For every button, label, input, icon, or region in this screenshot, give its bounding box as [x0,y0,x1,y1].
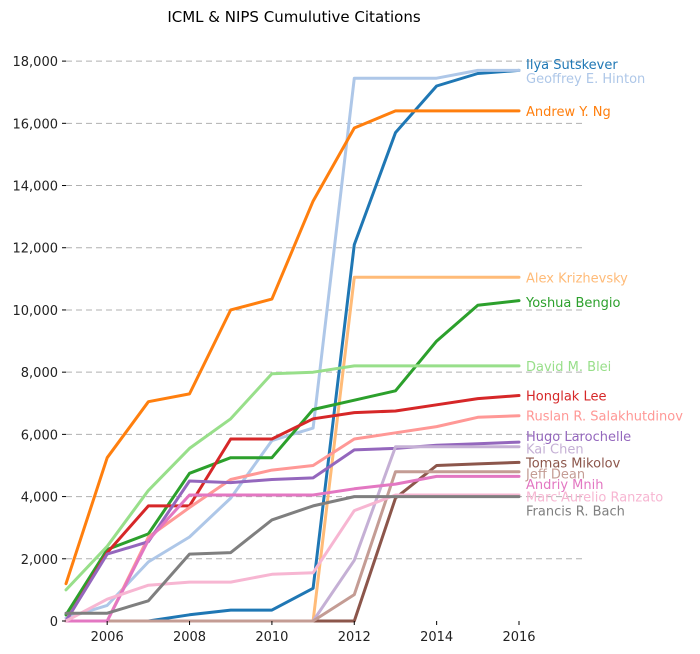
series-line-andriy-mnih [64,474,521,623]
y-tick-label: 2,000 [21,553,58,568]
x-tick-label: 2014 [420,630,453,645]
series-label-tomas-mikolov: Tomas Mikolov [525,456,621,471]
series-label-andrew-y-ng: Andrew Y. Ng [526,105,611,120]
x-tick-label: 2016 [502,630,535,645]
series-line-yoshua-bengio [64,299,521,617]
series-label-andriy-mnih: Andriy Mnih [526,478,603,493]
y-tick-label: 14,000 [13,180,59,195]
series-line-tomas-mikolov [64,460,521,623]
x-tick-label: 2010 [255,630,288,645]
series-label-alex-krizhevsky: Alex Krizhevsky [526,271,628,286]
series-label-hugo-larochelle: Hugo Larochelle [526,430,631,445]
chart-title: ICML & NIPS Cumulutive Citations [167,8,421,26]
x-tick-label: 2012 [338,630,371,645]
y-tick-label: 8,000 [21,366,58,381]
series-line-marc-aurelio-ranzato [64,493,521,623]
series-line-francis-r-bach [64,495,521,615]
series-line-geoffrey-e-hinton [64,68,521,620]
y-tick-label: 16,000 [13,117,59,132]
y-tick-label: 4,000 [21,491,58,506]
series-label-geoffrey-e-hinton: Geoffrey E. Hinton [526,72,645,87]
series-label-francis-r-bach: Francis R. Bach [526,505,625,520]
series-line-andrew-y-ng [64,109,521,586]
series-line-jeff-dean [64,470,521,623]
y-tick-label: 0 [50,615,58,630]
series-label-marc-aurelio-ranzato: Marc'Aurelio Ranzato [526,491,663,506]
series-label-ilya-sutskever: Ilya Sutskever [526,58,618,73]
y-tick-label: 10,000 [13,304,59,319]
y-tick-label: 12,000 [13,242,59,257]
y-tick-label: 6,000 [21,428,58,443]
series-label-ruslan-r-salakhutdinov: Ruslan R. Salakhutdinov [526,410,683,425]
series-label-yoshua-bengio: Yoshua Bengio [525,296,621,311]
series-label-david-m-blei: David M. Blei [526,360,611,375]
y-tick-label: 18,000 [13,55,59,70]
series-label-kai-chen: Kai Chen [526,442,584,457]
x-tick-label: 2008 [173,630,206,645]
series-line-david-m-blei [64,364,521,592]
series-line-hugo-larochelle [64,440,521,623]
series-line-honglak-lee [64,394,521,623]
x-tick-label: 2006 [91,630,124,645]
series-lines [64,68,521,623]
series-label-honglak-lee: Honglak Lee [526,389,606,404]
axes: 0 2,000 4,000 6,000 8,000 10,000 12,000 14,000 1… [13,55,536,645]
series-label-jeff-dean: Jeff Dean [525,467,585,482]
